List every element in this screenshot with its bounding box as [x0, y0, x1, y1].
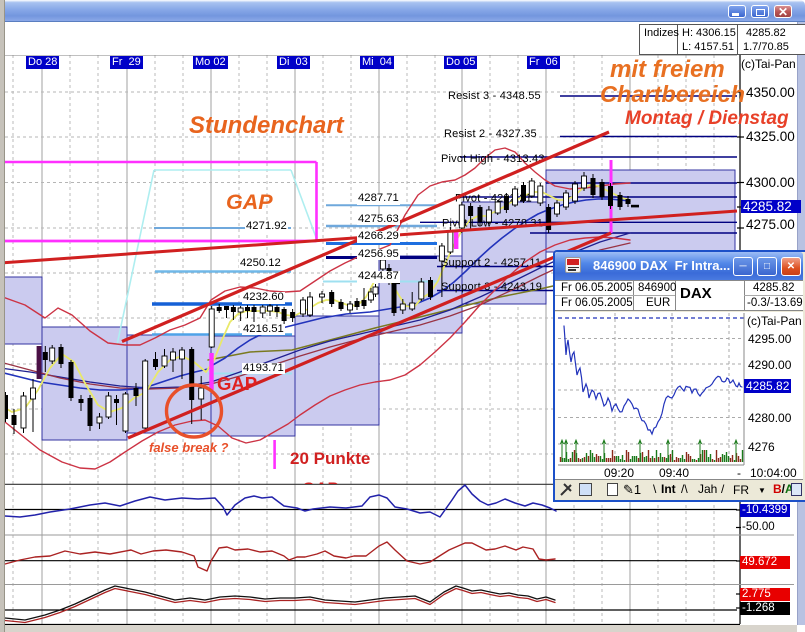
svg-text:Pivot High - 4313.43: Pivot High - 4313.43	[441, 153, 545, 165]
svg-text:Support 3 - 4243.19: Support 3 - 4243.19	[441, 281, 542, 293]
svg-text:Support 2 - 4257.11: Support 2 - 4257.11	[441, 257, 541, 269]
svg-text:Resist 3 - 4348.55: Resist 3 - 4348.55	[448, 90, 541, 102]
svg-text:Resist 2 - 4327.35: Resist 2 - 4327.35	[444, 128, 537, 140]
